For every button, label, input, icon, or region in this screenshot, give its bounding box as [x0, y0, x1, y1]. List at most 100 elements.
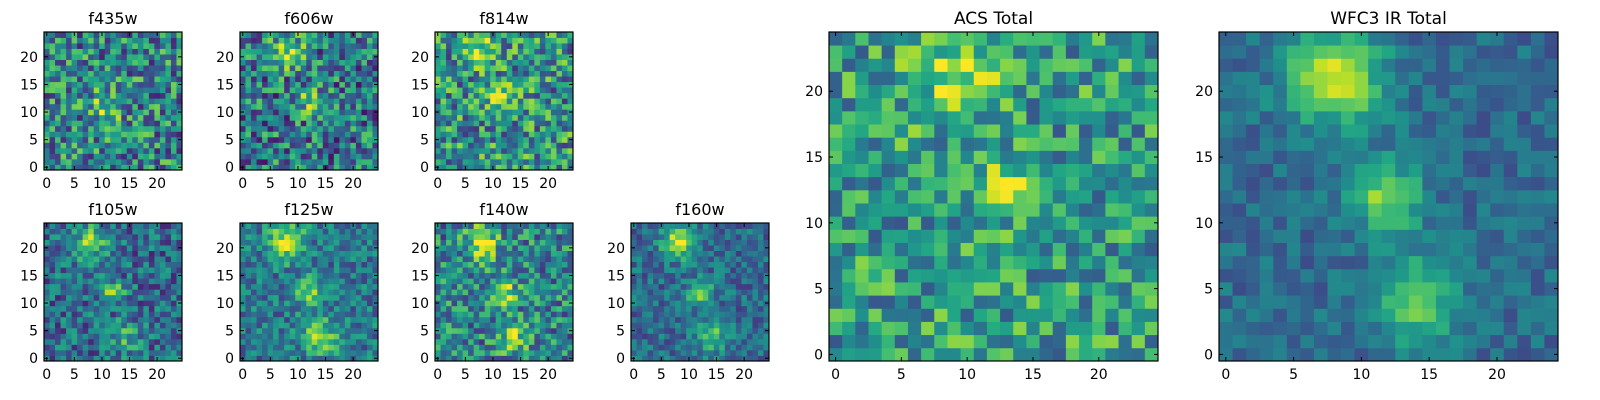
heatmap-cell — [273, 158, 280, 165]
heatmap-cell — [473, 153, 480, 160]
heatmap-cell — [658, 322, 665, 329]
heatmap-cell — [60, 245, 67, 251]
heatmap-cell — [104, 48, 111, 55]
heatmap-cell — [960, 242, 975, 257]
heatmap-cell — [344, 349, 351, 356]
heatmap-cell — [446, 223, 452, 229]
heatmap-cell — [556, 344, 563, 351]
heatmap-cell — [691, 250, 698, 257]
heatmap-cell — [517, 267, 524, 274]
heatmap-cell — [675, 327, 682, 334]
heatmap-cell — [479, 43, 486, 49]
heatmap-cell — [115, 76, 122, 83]
heatmap-cell — [435, 239, 441, 246]
heatmap-cell — [675, 228, 682, 235]
heatmap-cell — [273, 245, 280, 251]
heatmap-cell — [545, 153, 552, 160]
heatmap-cell — [550, 54, 557, 60]
heatmap-cell — [284, 338, 291, 345]
heatmap-cell — [66, 228, 72, 235]
heatmap-cell — [484, 289, 491, 296]
heatmap-cell — [506, 239, 513, 246]
heatmap-cell — [366, 120, 373, 127]
heatmap-cell — [490, 114, 497, 121]
heatmap-cell — [534, 125, 541, 132]
heatmap-cell — [539, 289, 546, 296]
heatmap-cell — [267, 153, 274, 160]
heatmap-cell — [451, 322, 458, 329]
heatmap-cell — [82, 305, 89, 312]
heatmap-cell — [361, 338, 368, 345]
heatmap-cell — [669, 344, 676, 351]
heatmap-cell — [561, 153, 568, 160]
heatmap-cell — [495, 322, 502, 329]
heatmap-cell — [561, 120, 568, 127]
heatmap-cell — [647, 344, 654, 351]
heatmap-cell — [165, 245, 172, 251]
heatmap-cell — [44, 234, 50, 240]
heatmap-cell — [495, 355, 502, 362]
heatmap-cell — [686, 294, 693, 301]
heatmap-cell — [262, 272, 268, 279]
heatmap-cell — [495, 261, 502, 268]
heatmap-cell — [311, 294, 318, 301]
heatmap-cell — [333, 109, 340, 116]
heatmap-cell — [176, 114, 183, 121]
heatmap-cell — [55, 153, 61, 160]
heatmap-cell — [273, 70, 280, 77]
heatmap-cell — [82, 87, 89, 94]
heatmap-cell — [262, 338, 268, 345]
heatmap-cell — [556, 103, 563, 110]
heatmap-cell — [317, 158, 324, 165]
heatmap-cell — [88, 37, 95, 44]
heatmap-cell — [170, 316, 177, 323]
heatmap-cell — [468, 267, 475, 274]
heatmap-cell — [361, 333, 368, 340]
heatmap-cell — [550, 294, 557, 301]
heatmap-cell — [675, 338, 682, 345]
heatmap-cell — [539, 256, 546, 263]
heatmap-cell — [713, 294, 720, 301]
heatmap-cell — [986, 321, 1001, 336]
heatmap-cell — [93, 267, 100, 274]
heatmap-cell — [126, 153, 133, 160]
heatmap-cell — [686, 300, 693, 307]
heatmap-cell — [339, 92, 346, 99]
heatmap-cell — [115, 272, 122, 279]
heatmap-cell — [148, 147, 155, 154]
heatmap-cell — [267, 142, 274, 149]
heatmap-cell — [55, 355, 61, 362]
heatmap-cell — [328, 142, 335, 149]
heatmap-cell — [339, 245, 346, 251]
heatmap-cell — [361, 267, 368, 274]
heatmap-cell — [71, 131, 78, 138]
heatmap-cell — [921, 216, 935, 230]
heatmap-cell — [468, 76, 475, 83]
heatmap-cell — [746, 355, 753, 362]
heatmap-cell — [708, 234, 715, 240]
heatmap-cell — [746, 338, 753, 345]
heatmap-cell — [311, 327, 318, 334]
heatmap-cell — [636, 272, 643, 279]
heatmap-cell — [159, 289, 166, 296]
heatmap-cell — [344, 76, 351, 83]
heatmap-cell — [567, 59, 574, 66]
heatmap-cell — [894, 216, 909, 230]
heatmap-cell — [468, 333, 475, 340]
heatmap-cell — [245, 245, 252, 251]
heatmap-cell — [468, 272, 475, 279]
heatmap-cell — [289, 327, 296, 334]
heatmap-cell — [855, 308, 869, 322]
heatmap-cell — [82, 316, 89, 323]
heatmap-cell — [273, 92, 280, 99]
heatmap-cell — [702, 355, 709, 362]
heatmap-cell — [680, 349, 687, 356]
heatmap-cell — [484, 272, 491, 279]
heatmap-cell — [159, 256, 166, 263]
heatmap-cell — [251, 355, 257, 362]
heatmap-cell — [561, 136, 568, 143]
heatmap-cell — [528, 261, 535, 268]
heatmap-cell — [245, 65, 252, 72]
heatmap-cell — [440, 142, 447, 149]
heatmap-cell — [328, 54, 335, 60]
